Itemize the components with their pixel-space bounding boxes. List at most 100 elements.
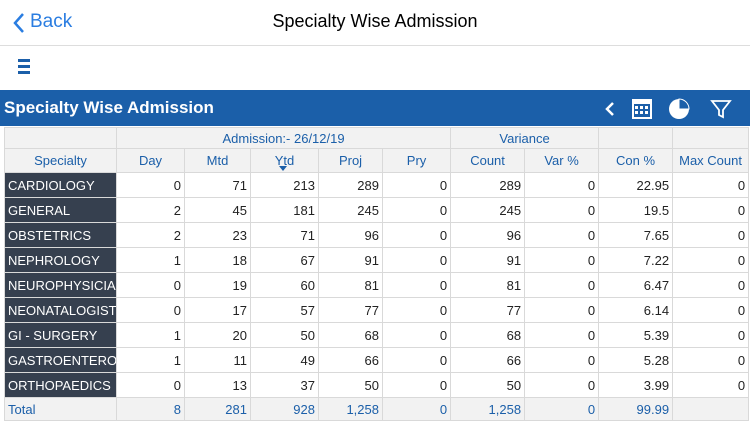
value-cell: 0 bbox=[524, 347, 600, 373]
total-cell: 0 bbox=[381, 397, 452, 421]
data-row: NEUROPHYSICIAN 0 19 60 81 0 81 0 6.47 0 bbox=[4, 272, 750, 298]
specialty-cell: ORTHOPAEDICS bbox=[4, 372, 117, 398]
value-cell: 71 bbox=[250, 222, 319, 248]
value-cell: 0 bbox=[381, 322, 452, 348]
empty-cell bbox=[598, 127, 674, 149]
specialty-cell: GI - SURGERY bbox=[4, 322, 117, 348]
data-row: GI - SURGERY 1 20 50 68 0 68 0 5.39 0 bbox=[4, 322, 750, 348]
value-cell: 49 bbox=[250, 347, 319, 373]
value-cell: 1 bbox=[116, 347, 185, 373]
value-cell: 67 bbox=[250, 247, 319, 273]
back-chevron[interactable] bbox=[12, 12, 26, 34]
menu-icon[interactable] bbox=[18, 58, 32, 76]
value-cell: 2 bbox=[116, 197, 185, 223]
panel-header: Specialty Wise Admission bbox=[0, 90, 750, 126]
value-cell: 77 bbox=[450, 297, 526, 323]
value-cell: 22.95 bbox=[598, 172, 674, 198]
value-cell: 50 bbox=[250, 322, 319, 348]
value-cell: 18 bbox=[184, 247, 251, 273]
value-cell: 0 bbox=[672, 197, 750, 223]
value-cell: 68 bbox=[450, 322, 526, 348]
pie-icon[interactable] bbox=[669, 98, 690, 119]
value-cell: 0 bbox=[672, 297, 750, 323]
total-cell: 1,258 bbox=[318, 397, 383, 421]
column-header: Max Count bbox=[672, 148, 750, 173]
value-cell: 20 bbox=[184, 322, 251, 348]
total-row: Total 8 281 928 1,258 0 1,258 0 99.99 bbox=[4, 397, 750, 421]
value-cell: 0 bbox=[381, 347, 452, 373]
value-cell: 0 bbox=[524, 297, 600, 323]
total-cell: 281 bbox=[184, 397, 251, 421]
data-row: ORTHOPAEDICS 0 13 37 50 0 50 0 3.99 0 bbox=[4, 372, 750, 398]
value-cell: 77 bbox=[318, 297, 383, 323]
value-cell: 50 bbox=[318, 372, 383, 398]
value-cell: 0 bbox=[524, 197, 600, 223]
value-cell: 68 bbox=[318, 322, 383, 348]
value-cell: 17 bbox=[184, 297, 251, 323]
value-cell: 45 bbox=[184, 197, 251, 223]
value-cell: 245 bbox=[450, 197, 526, 223]
column-header: Pry bbox=[381, 148, 452, 173]
value-cell: 71 bbox=[184, 172, 251, 198]
column-header: Mtd bbox=[184, 148, 251, 173]
empty-cell bbox=[4, 127, 117, 149]
sort-indicator[interactable] bbox=[279, 166, 287, 171]
column-header: Day bbox=[116, 148, 185, 173]
data-row: GENERAL 2 45 181 245 0 245 0 19.5 0 bbox=[4, 197, 750, 223]
column-header-row: Specialty Day Mtd Ytd Proj Pry Count Var % Con %… bbox=[4, 148, 750, 173]
value-cell: 57 bbox=[250, 297, 319, 323]
value-cell: 0 bbox=[116, 372, 185, 398]
value-cell: 60 bbox=[250, 272, 319, 298]
empty-cell bbox=[672, 127, 750, 149]
value-cell: 96 bbox=[318, 222, 383, 248]
value-cell: 1 bbox=[116, 322, 185, 348]
data-row: NEONATALOGIST 0 17 57 77 0 77 0 6.14 0 bbox=[4, 297, 750, 323]
value-cell: 181 bbox=[250, 197, 319, 223]
value-cell: 91 bbox=[450, 247, 526, 273]
specialty-cell: GENERAL bbox=[4, 197, 117, 223]
value-cell: 0 bbox=[524, 272, 600, 298]
value-cell: 7.22 bbox=[598, 247, 674, 273]
data-row: NEPHROLOGY 1 18 67 91 0 91 0 7.22 0 bbox=[4, 247, 750, 273]
specialty-cell: OBSTETRICS bbox=[4, 222, 117, 248]
value-cell: 66 bbox=[450, 347, 526, 373]
column-header: Ytd bbox=[250, 148, 319, 173]
specialty-cell: NEUROPHYSICIAN bbox=[4, 272, 117, 298]
value-cell: 0 bbox=[672, 372, 750, 398]
data-table: Admission:- 26/12/19 Variance Specialty D… bbox=[4, 127, 750, 421]
value-cell: 81 bbox=[318, 272, 383, 298]
data-row: OBSTETRICS 2 23 71 96 0 96 0 7.65 0 bbox=[4, 222, 750, 248]
value-cell: 96 bbox=[450, 222, 526, 248]
value-cell: 0 bbox=[672, 222, 750, 248]
value-cell: 0 bbox=[381, 247, 452, 273]
filter-icon[interactable] bbox=[710, 100, 732, 119]
value-cell: 0 bbox=[116, 172, 185, 198]
value-cell: 11 bbox=[184, 347, 251, 373]
group-header: Variance bbox=[450, 127, 600, 149]
value-cell: 50 bbox=[450, 372, 526, 398]
value-cell: 81 bbox=[450, 272, 526, 298]
value-cell: 0 bbox=[116, 297, 185, 323]
calendar-icon[interactable] bbox=[632, 99, 652, 119]
total-cell: 8 bbox=[116, 397, 185, 421]
value-cell: 5.28 bbox=[598, 347, 674, 373]
value-cell: 289 bbox=[318, 172, 383, 198]
total-label: Total bbox=[4, 397, 117, 421]
value-cell: 0 bbox=[381, 197, 452, 223]
value-cell: 0 bbox=[381, 222, 452, 248]
specialty-cell: GASTROENTEROL bbox=[4, 347, 117, 373]
value-cell: 0 bbox=[672, 172, 750, 198]
prev-icon[interactable] bbox=[605, 102, 614, 116]
value-cell: 0 bbox=[381, 272, 452, 298]
value-cell: 0 bbox=[672, 322, 750, 348]
column-header: Con % bbox=[598, 148, 674, 173]
value-cell: 19.5 bbox=[598, 197, 674, 223]
specialty-cell: CARDIOLOGY bbox=[4, 172, 117, 198]
value-cell: 0 bbox=[672, 347, 750, 373]
column-header: Var % bbox=[524, 148, 600, 173]
value-cell: 213 bbox=[250, 172, 319, 198]
value-cell: 0 bbox=[524, 372, 600, 398]
back-button[interactable]: Back bbox=[30, 11, 73, 32]
value-cell: 91 bbox=[318, 247, 383, 273]
